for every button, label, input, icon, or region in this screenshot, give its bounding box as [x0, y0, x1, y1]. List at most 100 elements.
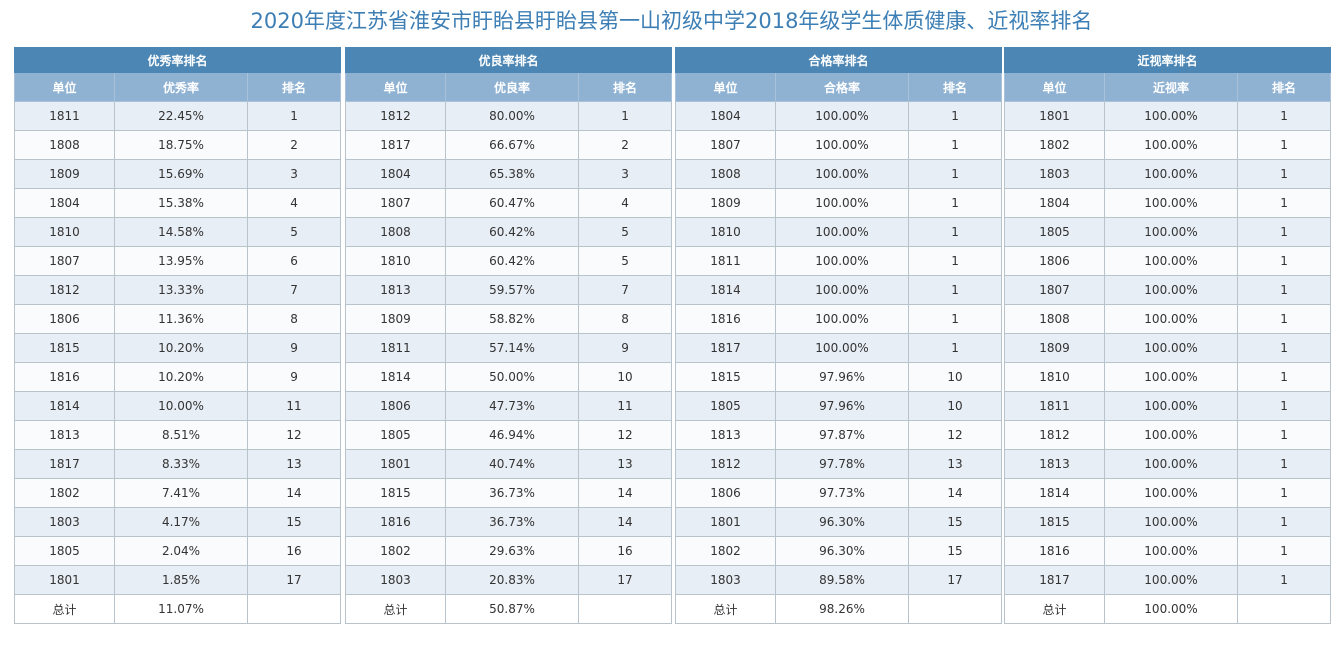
table-row: 1801 100.00% 1 — [1004, 101, 1332, 131]
cell-rank: 10 — [907, 391, 1003, 421]
table-row: 1804 100.00% 1 — [1004, 188, 1332, 218]
cell-rank: 17 — [577, 565, 673, 595]
cell-unit: 1805 — [1004, 217, 1105, 247]
cell-unit: 1801 — [14, 565, 115, 595]
cell-rank: 5 — [246, 217, 342, 247]
table-row: 1809 15.69% 3 — [14, 159, 342, 189]
table-row: 1808 18.75% 2 — [14, 130, 342, 160]
cell-unit: 1805 — [675, 391, 776, 421]
cell-rate: 97.96% — [775, 391, 909, 421]
cell-rate: 4.17% — [114, 507, 248, 537]
cell-rate: 100.00% — [1104, 275, 1238, 305]
total-rate: 11.07% — [114, 594, 248, 624]
cell-rate: 96.30% — [775, 536, 909, 566]
table-row: 1802 7.41% 14 — [14, 478, 342, 508]
cell-unit: 1817 — [14, 449, 115, 479]
cell-rate: 10.20% — [114, 362, 248, 392]
table-row: 1809 100.00% 1 — [675, 188, 1003, 218]
cell-rank: 5 — [577, 246, 673, 276]
cell-rank: 8 — [577, 304, 673, 334]
cell-rate: 100.00% — [775, 188, 909, 218]
cell-rate: 8.33% — [114, 449, 248, 479]
cell-rate: 100.00% — [775, 101, 909, 131]
table-row: 1817 66.67% 2 — [345, 130, 673, 160]
table-row: 1812 80.00% 1 — [345, 101, 673, 131]
cell-unit: 1804 — [345, 159, 446, 189]
cell-unit: 1812 — [1004, 420, 1105, 450]
column-header-rank: 排名 — [907, 72, 1003, 102]
cell-unit: 1815 — [14, 333, 115, 363]
cell-rank: 15 — [907, 507, 1003, 537]
column-header-rate: 优秀率 — [114, 72, 248, 102]
cell-unit: 1803 — [675, 565, 776, 595]
cell-unit: 1802 — [675, 536, 776, 566]
cell-rate: 100.00% — [1104, 391, 1238, 421]
cell-rate: 100.00% — [1104, 333, 1238, 363]
cell-rate: 100.00% — [1104, 449, 1238, 479]
table-row: 1811 100.00% 1 — [1004, 391, 1332, 421]
cell-rate: 65.38% — [445, 159, 579, 189]
cell-rate: 58.82% — [445, 304, 579, 334]
cell-rate: 100.00% — [1104, 217, 1238, 247]
column-header-rate: 优良率 — [445, 72, 579, 102]
cell-rank: 7 — [577, 275, 673, 305]
cell-rank: 14 — [246, 478, 342, 508]
column-header-rate: 近视率 — [1104, 72, 1238, 102]
cell-rank: 1 — [907, 188, 1003, 218]
cell-rank: 1 — [1236, 333, 1332, 363]
cell-unit: 1809 — [345, 304, 446, 334]
cell-rank: 9 — [246, 333, 342, 363]
total-unit: 总计 — [345, 594, 446, 624]
cell-rank: 16 — [246, 536, 342, 566]
cell-rate: 60.42% — [445, 217, 579, 247]
cell-rank: 1 — [907, 217, 1003, 247]
table-row: 1805 97.96% 10 — [675, 391, 1003, 421]
cell-unit: 1816 — [345, 507, 446, 537]
cell-rate: 60.47% — [445, 188, 579, 218]
cell-rate: 1.85% — [114, 565, 248, 595]
cell-rank: 1 — [1236, 101, 1332, 131]
cell-unit: 1810 — [14, 217, 115, 247]
table-row: 1805 2.04% 16 — [14, 536, 342, 566]
cell-rate: 66.67% — [445, 130, 579, 160]
cell-unit: 1814 — [14, 391, 115, 421]
cell-unit: 1808 — [1004, 304, 1105, 334]
total-row: 总计 11.07% — [14, 594, 342, 624]
page-title: 2020年度江苏省淮安市盱眙县盱眙县第一山初级中学2018年级学生体质健康、近视… — [250, 9, 1093, 33]
column-header-rank: 排名 — [246, 72, 342, 102]
cell-rate: 100.00% — [1104, 304, 1238, 334]
cell-unit: 1803 — [1004, 159, 1105, 189]
table-row: 1812 13.33% 7 — [14, 275, 342, 305]
cell-rate: 36.73% — [445, 478, 579, 508]
cell-rank: 1 — [1236, 246, 1332, 276]
table-row: 1804 100.00% 1 — [675, 101, 1003, 131]
cell-rate: 100.00% — [1104, 101, 1238, 131]
cell-unit: 1801 — [675, 507, 776, 537]
table-title: 近视率排名 — [1003, 47, 1332, 73]
table-row: 1813 100.00% 1 — [1004, 449, 1332, 479]
table-title: 合格率排名 — [674, 47, 1003, 73]
cell-unit: 1811 — [675, 246, 776, 276]
myopia-rate-table: 近视率排名 单位 近视率 排名 1801 100.00% 1 1802 100.00% 1 1803… — [1003, 47, 1332, 624]
cell-unit: 1816 — [14, 362, 115, 392]
cell-unit: 1801 — [345, 449, 446, 479]
cell-rank: 7 — [246, 275, 342, 305]
table-row: 1816 100.00% 1 — [1004, 536, 1332, 566]
cell-unit: 1810 — [345, 246, 446, 276]
table-row: 1815 36.73% 14 — [345, 478, 673, 508]
cell-rank: 16 — [577, 536, 673, 566]
table-row: 1811 100.00% 1 — [675, 246, 1003, 276]
cell-unit: 1812 — [345, 101, 446, 131]
cell-unit: 1804 — [1004, 188, 1105, 218]
cell-rank: 13 — [246, 449, 342, 479]
cell-rank: 9 — [577, 333, 673, 363]
cell-rank: 12 — [907, 420, 1003, 450]
cell-unit: 1816 — [675, 304, 776, 334]
cell-rate: 47.73% — [445, 391, 579, 421]
cell-unit: 1809 — [1004, 333, 1105, 363]
total-rank — [246, 594, 342, 624]
table-row: 1816 36.73% 14 — [345, 507, 673, 537]
table-row: 1816 10.20% 9 — [14, 362, 342, 392]
cell-unit: 1806 — [14, 304, 115, 334]
table-row: 1814 50.00% 10 — [345, 362, 673, 392]
